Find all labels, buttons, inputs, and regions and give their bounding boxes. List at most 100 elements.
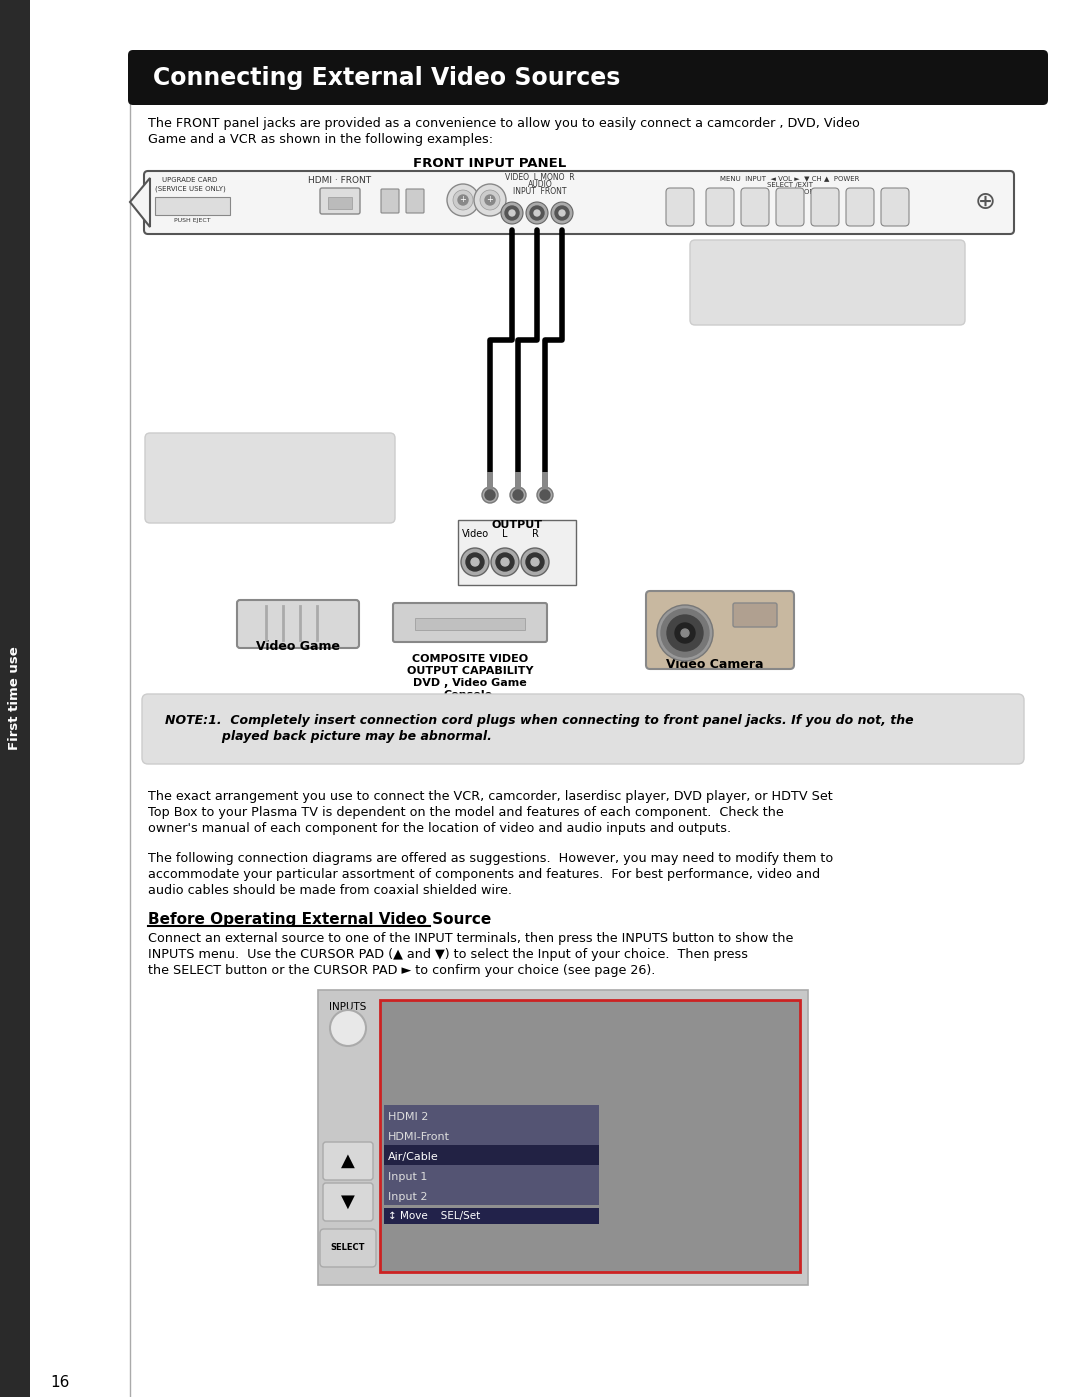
Bar <box>318 990 808 1285</box>
Circle shape <box>461 548 489 576</box>
Text: Note : For Monaural devices, please: Note : For Monaural devices, please <box>703 256 928 265</box>
Circle shape <box>540 490 550 500</box>
Circle shape <box>667 615 703 651</box>
FancyBboxPatch shape <box>320 1229 376 1267</box>
Text: owner's manual of each component for the location of video and audio inputs and : owner's manual of each component for the… <box>148 821 731 835</box>
Text: DVD , Video Game: DVD , Video Game <box>414 678 527 687</box>
Circle shape <box>526 203 548 224</box>
Bar <box>384 1125 599 1146</box>
FancyBboxPatch shape <box>846 189 874 226</box>
Text: ⊕: ⊕ <box>974 190 996 214</box>
Circle shape <box>505 205 519 219</box>
Circle shape <box>675 623 696 643</box>
Circle shape <box>510 488 526 503</box>
Text: PUSH EJECT: PUSH EJECT <box>174 218 211 224</box>
Circle shape <box>474 184 507 217</box>
Text: specifications.: specifications. <box>158 483 257 497</box>
FancyBboxPatch shape <box>666 189 694 226</box>
Text: Video: Video <box>461 529 488 539</box>
Text: +: + <box>487 196 494 204</box>
FancyBboxPatch shape <box>144 170 1014 235</box>
Text: AUDIO: AUDIO <box>528 180 552 189</box>
FancyBboxPatch shape <box>141 694 1024 764</box>
Circle shape <box>551 203 573 224</box>
FancyBboxPatch shape <box>690 240 966 326</box>
Text: accommodate your particular assortment of components and features.  For best per: accommodate your particular assortment o… <box>148 868 820 882</box>
Bar <box>384 1105 599 1125</box>
Text: First time use: First time use <box>9 647 22 750</box>
Circle shape <box>447 184 480 217</box>
Bar <box>156 197 230 215</box>
Text: Connect an external source to one of the INPUT terminals, then press the INPUTS : Connect an external source to one of the… <box>148 932 794 944</box>
Circle shape <box>661 609 708 657</box>
Text: OUTPUT: OUTPUT <box>491 520 542 529</box>
Circle shape <box>534 210 540 217</box>
FancyBboxPatch shape <box>323 1141 373 1180</box>
Text: The following connection diagrams are offered as suggestions.  However, you may : The following connection diagrams are of… <box>148 852 834 865</box>
FancyBboxPatch shape <box>320 189 360 214</box>
Bar <box>328 197 352 210</box>
Circle shape <box>521 548 549 576</box>
Bar <box>384 1185 599 1206</box>
Text: according to the own device: according to the own device <box>158 467 340 479</box>
Circle shape <box>509 210 515 217</box>
Text: R: R <box>531 529 539 539</box>
Bar <box>380 1000 800 1273</box>
Text: Connecting External Video Sources: Connecting External Video Sources <box>153 66 620 89</box>
FancyBboxPatch shape <box>881 189 909 226</box>
Text: FRONT INPUT PANEL: FRONT INPUT PANEL <box>414 156 567 170</box>
Text: VIDEO  L MONO  R: VIDEO L MONO R <box>505 173 575 182</box>
Text: Game and a VCR as shown in the following examples:: Game and a VCR as shown in the following… <box>148 133 494 147</box>
Circle shape <box>453 190 473 210</box>
Circle shape <box>496 553 514 571</box>
Bar <box>487 472 492 490</box>
Circle shape <box>458 196 468 205</box>
Text: input jack .: input jack . <box>820 288 885 298</box>
Text: UPGRADE CARD: UPGRADE CARD <box>162 177 218 183</box>
Bar <box>415 617 525 630</box>
Text: ▼: ▼ <box>341 1193 355 1211</box>
Circle shape <box>530 205 544 219</box>
Circle shape <box>537 488 553 503</box>
Text: audio cables should be made from coaxial shielded wire.: audio cables should be made from coaxial… <box>148 884 512 897</box>
Text: INPUTS menu.  Use the CURSOR PAD (▲ and ▼) to select the Input of your choice.  : INPUTS menu. Use the CURSOR PAD (▲ and ▼… <box>148 949 748 961</box>
Text: Top Box to your Plasma TV is dependent on the model and features of each compone: Top Box to your Plasma TV is dependent o… <box>148 806 784 819</box>
Circle shape <box>555 205 569 219</box>
Circle shape <box>501 203 523 224</box>
Text: SELECT /EXIT: SELECT /EXIT <box>767 182 813 189</box>
Text: The exact arrangement you use to connect the VCR, camcorder, laserdisc player, D: The exact arrangement you use to connect… <box>148 789 833 803</box>
FancyBboxPatch shape <box>406 189 424 212</box>
FancyBboxPatch shape <box>733 604 777 627</box>
Text: ↕ Move    SEL/Set: ↕ Move SEL/Set <box>388 1211 481 1221</box>
FancyBboxPatch shape <box>777 189 804 226</box>
Circle shape <box>526 553 544 571</box>
FancyBboxPatch shape <box>129 50 1048 105</box>
Text: Video Game: Video Game <box>256 640 340 652</box>
Text: (SERVICE USE ONLY): (SERVICE USE ONLY) <box>154 184 226 191</box>
Circle shape <box>657 605 713 661</box>
Text: COMPOSITE VIDEO: COMPOSITE VIDEO <box>411 654 528 664</box>
Circle shape <box>559 210 565 217</box>
Text: Before Operating External Video Source: Before Operating External Video Source <box>148 912 491 928</box>
FancyBboxPatch shape <box>741 189 769 226</box>
Circle shape <box>501 557 509 566</box>
Text: Note : Special device cables will be: Note : Special device cables will be <box>158 448 391 461</box>
Circle shape <box>681 629 689 637</box>
Bar <box>542 472 548 490</box>
Circle shape <box>480 190 500 210</box>
Circle shape <box>485 490 495 500</box>
Polygon shape <box>130 177 150 226</box>
Text: ▲: ▲ <box>341 1153 355 1171</box>
Text: connect Audio signal cable into: connect Audio signal cable into <box>703 270 877 279</box>
Text: Video Camera: Video Camera <box>666 658 764 671</box>
Text: 16: 16 <box>51 1375 70 1390</box>
Text: OUTPUT CAPABILITY: OUTPUT CAPABILITY <box>407 666 534 676</box>
Bar <box>384 1165 599 1185</box>
Text: NOTE:1.  Completely insert connection cord plugs when connecting to front panel : NOTE:1. Completely insert connection cor… <box>165 714 914 726</box>
Text: INPUT  FRONT: INPUT FRONT <box>513 187 567 196</box>
Bar <box>0 0 30 1397</box>
Text: HDMI · FRONT: HDMI · FRONT <box>309 176 372 184</box>
FancyBboxPatch shape <box>393 604 546 643</box>
Text: played back picture may be abnormal.: played back picture may be abnormal. <box>165 731 491 743</box>
Text: Console.: Console. <box>443 690 497 700</box>
